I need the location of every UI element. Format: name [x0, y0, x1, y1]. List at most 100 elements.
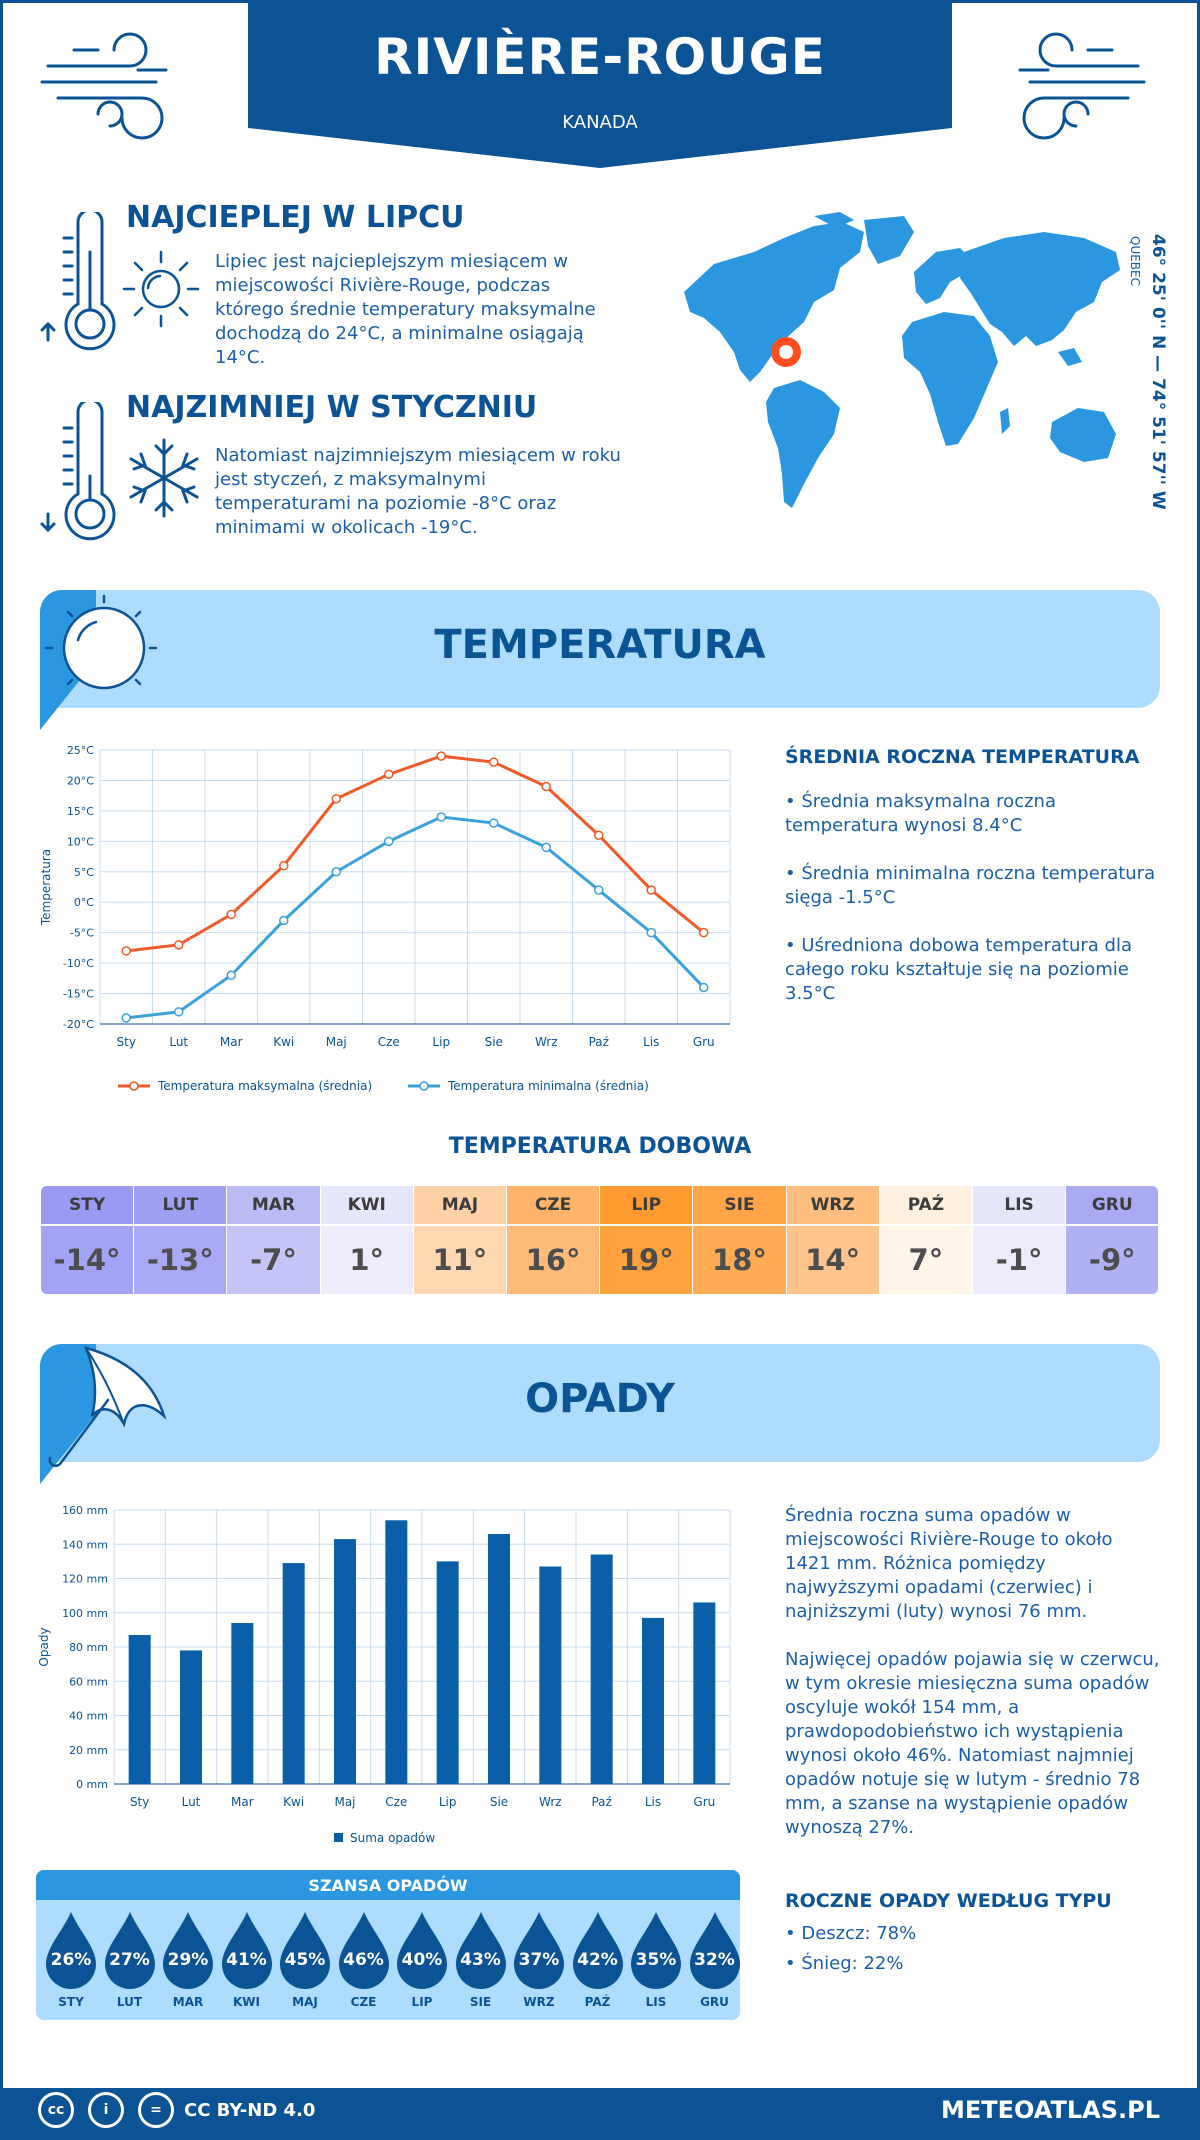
daily-temp-cell: SIE 18°: [693, 1186, 786, 1296]
coldest-title: NAJZIMNIEJ W STYCZNIU: [126, 390, 538, 425]
precipitation-bar: [539, 1566, 562, 1784]
daily-temp-month: MAJ: [413, 1186, 506, 1224]
x-tick-label: Sie: [490, 1795, 508, 1809]
daily-temp-month: GRU: [1066, 1186, 1159, 1224]
precipitation-chance-item: 43% SIE: [452, 1910, 510, 2009]
daily-temp-month: LIP: [600, 1186, 693, 1224]
raindrop-icon: [514, 1912, 564, 1989]
raindrop-icon: [163, 1912, 213, 1989]
daily-temp-value: -13°: [134, 1226, 227, 1294]
precipitation-bar: [334, 1539, 356, 1784]
precipitation-chance-item: 37% WRZ: [510, 1910, 568, 2009]
site-link[interactable]: METEOATLAS.PL: [940, 2096, 1160, 2124]
precipitation-chance-item: 27% LUT: [101, 1910, 159, 2009]
daily-temp-value: 18°: [693, 1226, 786, 1294]
data-point: [174, 940, 184, 950]
daily-temperature-title: TEMPERATURA DOBOWA: [448, 1134, 752, 1159]
x-tick-label: Lip: [432, 1035, 450, 1049]
raindrop-shape: [280, 1912, 330, 1989]
raindrop-shape: [338, 1912, 389, 1989]
temperature-section-title: TEMPERATURA: [434, 622, 766, 668]
y-tick-label: -10°C: [63, 957, 94, 970]
coordinates-label: 46° 25' 0'' N — 74° 51' 57'' W: [1148, 234, 1168, 510]
data-point: [121, 1013, 131, 1023]
daily-temp-cell: LUT -13°: [134, 1186, 227, 1296]
precipitation-chance-item: 32% GRU: [686, 1910, 744, 2009]
daily-temp-cell: WRZ 14°: [786, 1186, 879, 1296]
data-point: [541, 781, 551, 792]
y-tick-label: 5°C: [74, 866, 94, 879]
precipitation-chance-title: SZANSA OPADÓW: [308, 1876, 468, 1895]
coldest-text: Natomiast najzimniejszym miesiącem w rok…: [215, 445, 621, 538]
raindrop-shape: [631, 1912, 681, 1989]
x-tick-label: Wrz: [535, 1035, 558, 1049]
y-tick-label: 20°C: [67, 774, 94, 787]
precipitation-banner: [40, 1344, 1160, 1462]
y-tick-label: 25°C: [67, 744, 94, 757]
precipitation-type-snow: • Śnieg: 22%: [785, 1953, 904, 1974]
temperature-banner: [40, 590, 1160, 708]
thermometer-cold-icon: [40, 402, 116, 541]
raindrop-shape: [46, 1912, 96, 1989]
raindrop-icon: [46, 1912, 96, 1989]
precipitation-chance-value: 46%: [343, 1950, 384, 1970]
y-tick-label: 60 mm: [69, 1675, 108, 1688]
precipitation-text-1: Średnia roczna suma opadów w miejscowośc…: [785, 1505, 1113, 1622]
y-tick-label: 20 mm: [69, 1744, 108, 1757]
city-title: RIVIÈRE-ROUGE: [374, 28, 826, 86]
daily-temp-value: 11°: [413, 1226, 506, 1294]
x-tick-label: Lis: [645, 1795, 661, 1809]
legend-label: Temperatura minimalna (średnia): [447, 1079, 649, 1093]
x-tick-label: Lut: [169, 1035, 188, 1049]
y-axis-label: Opady: [37, 1627, 51, 1666]
series-line-min: [126, 815, 705, 1020]
y-tick-label: 140 mm: [62, 1538, 108, 1551]
precipitation-section-title: OPADY: [525, 1376, 675, 1422]
precipitation-chance-month: KWI: [233, 1995, 260, 2009]
y-tick-label: 100 mm: [62, 1607, 108, 1620]
footer-bar: [0, 2088, 1200, 2140]
y-tick-label: 10°C: [67, 835, 94, 848]
x-tick-label: Lis: [643, 1035, 659, 1049]
daily-temp-value: 16°: [507, 1226, 600, 1294]
x-tick-label: Cze: [378, 1035, 400, 1049]
precipitation-chance-item: 46% CZE: [335, 1910, 393, 2009]
precipitation-chance-item: 41% KWI: [218, 1910, 276, 2009]
x-tick-label: Kwi: [283, 1795, 304, 1809]
precipitation-chance-month: LUT: [116, 1995, 143, 2009]
data-point: [279, 860, 289, 871]
daily-temp-cell: CZE 16°: [507, 1186, 600, 1296]
raindrop-shape: [514, 1912, 564, 1989]
daily-temp-value: -9°: [1066, 1226, 1159, 1294]
precipitation-text-2: Najwięcej opadów pojawia się w czerwcu, …: [785, 1649, 1160, 1838]
precipitation-chance-item: 42% PAŹ: [569, 1910, 627, 2009]
series-line-max: [126, 754, 705, 953]
daily-temp-month: WRZ: [786, 1186, 879, 1224]
x-tick-label: Wrz: [539, 1795, 562, 1809]
temperature-chart: 25°C 20°C 15°C 10°C 5°C 0°C -5°C -10°C -15°C -20°…: [39, 744, 731, 1093]
daily-temp-value: 14°: [786, 1226, 879, 1294]
daily-temp-month: KWI: [320, 1186, 413, 1224]
x-tick-label: Mar: [220, 1035, 243, 1049]
precipitation-chance-month: SIE: [469, 1995, 492, 2009]
precipitation-chance-value: 45%: [284, 1950, 326, 1970]
x-tick-label: Gru: [693, 1035, 715, 1049]
daily-temp-cell: LIP 19°: [600, 1186, 693, 1296]
x-tick-label: Cze: [385, 1795, 407, 1809]
sun-icon: [122, 250, 200, 328]
precipitation-bar: [282, 1563, 305, 1784]
precipitation-chance-month: MAR: [172, 1995, 204, 2009]
precipitation-chance-item: 40% LIP: [393, 1910, 451, 2009]
daily-temp-cell: KWI 1°: [320, 1186, 413, 1296]
temperature-banner-sun-icon: [40, 590, 158, 730]
data-point: [121, 946, 131, 956]
data-point: [226, 970, 236, 981]
y-tick-label: 40 mm: [69, 1710, 108, 1723]
data-point: [489, 818, 499, 828]
precipitation-chance-item: 35% LIS: [627, 1910, 685, 2009]
raindrop-icon: [221, 1912, 272, 1989]
daily-temp-cell: GRU -9°: [1066, 1186, 1159, 1296]
daily-temp-month: CZE: [507, 1186, 600, 1224]
x-tick-label: Lut: [182, 1795, 201, 1809]
data-point: [699, 982, 709, 993]
